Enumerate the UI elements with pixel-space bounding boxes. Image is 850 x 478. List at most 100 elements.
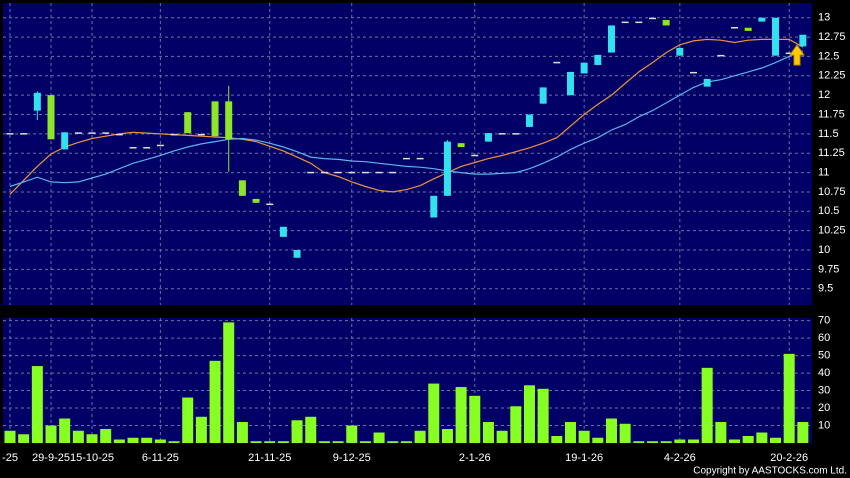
volume-panel xyxy=(3,318,812,443)
candle-body xyxy=(143,147,151,149)
candle-body xyxy=(115,133,123,136)
volume-bar xyxy=(797,422,809,443)
candle-body xyxy=(703,78,711,87)
volume-bar xyxy=(729,439,741,443)
candle-body xyxy=(539,87,547,104)
volume-bar xyxy=(619,423,631,443)
volume-bar xyxy=(564,422,576,443)
y-tick-label: 20 xyxy=(818,402,830,414)
y-tick-label: 10.75 xyxy=(818,186,846,198)
volume-bar xyxy=(469,395,481,443)
candle-body xyxy=(184,112,192,134)
candle-body xyxy=(74,132,82,134)
candle-body xyxy=(607,25,615,53)
candle-body xyxy=(279,226,287,237)
x-tick-label: 19-1-26 xyxy=(565,452,603,464)
volume-bar xyxy=(414,430,426,443)
candle-body xyxy=(389,171,397,174)
candle-body xyxy=(293,250,301,258)
candle-body xyxy=(170,133,178,136)
x-tick-label: 29-9-25 xyxy=(32,452,70,464)
y-tick-label: 11.75 xyxy=(818,108,845,120)
candle-body xyxy=(156,144,164,147)
y-tick-label: 12.5 xyxy=(818,50,839,62)
candle-body xyxy=(361,171,369,174)
volume-bar xyxy=(688,439,699,443)
volume-bar xyxy=(660,441,672,443)
candle-body xyxy=(348,171,356,174)
volume-bar xyxy=(4,430,16,443)
price-panel xyxy=(3,3,812,305)
candle-body xyxy=(252,198,260,203)
volume-bar xyxy=(770,437,782,443)
volume-bar xyxy=(250,441,262,443)
x-tick-label: 6-11-25 xyxy=(142,452,179,464)
volume-bar xyxy=(291,420,303,443)
candle-body xyxy=(334,171,342,174)
volume-bar xyxy=(674,439,686,443)
candle-body xyxy=(266,203,274,206)
y-tick-label: 70 xyxy=(818,315,830,327)
volume-bar xyxy=(537,388,549,443)
moving-average xyxy=(9,38,804,195)
candle-body xyxy=(211,101,219,137)
candle-body xyxy=(33,92,41,111)
candle-body xyxy=(238,180,246,196)
volume-bar xyxy=(113,439,125,443)
x-tick-label: 4-2-26 xyxy=(664,452,696,464)
volume-bar xyxy=(18,434,30,443)
y-tick-label: 10 xyxy=(818,244,830,256)
y-tick-label: 50 xyxy=(818,349,830,361)
volume-bar xyxy=(387,441,399,443)
volume-bar xyxy=(154,439,166,443)
candle-body xyxy=(197,133,205,136)
volume-bar xyxy=(441,429,453,443)
volume-bar xyxy=(551,436,563,443)
candle-body xyxy=(129,147,137,149)
candle-body xyxy=(648,17,656,20)
volume-bar xyxy=(264,441,276,443)
volume-bar xyxy=(86,434,98,443)
candle-body xyxy=(553,61,561,64)
volume-bar xyxy=(510,406,522,443)
x-tick-label: 15-10-25 xyxy=(70,452,114,464)
volume-bar xyxy=(605,418,617,443)
volume-bar xyxy=(592,437,604,443)
volume-bar xyxy=(182,397,194,443)
y-tick-label: 13 xyxy=(818,12,830,24)
volume-bar xyxy=(715,422,727,443)
volume-bar xyxy=(141,437,153,443)
volume-bar xyxy=(236,422,248,443)
y-tick-label: 11 xyxy=(818,166,829,178)
volume-bar xyxy=(496,430,508,443)
volume-bar xyxy=(756,432,768,443)
volume-bar xyxy=(523,385,535,443)
volume-bar xyxy=(578,430,590,443)
candle-body xyxy=(758,17,766,22)
volume-bar xyxy=(209,360,221,443)
volume-bar xyxy=(318,441,330,443)
volume-bar xyxy=(783,353,795,443)
candle-body xyxy=(662,20,670,26)
candle-body xyxy=(744,27,752,31)
candle-body xyxy=(580,62,588,74)
y-tick-label: 60 xyxy=(818,332,830,344)
candle-body xyxy=(635,21,643,24)
y-tick-label: 9.5 xyxy=(818,283,833,295)
y-tick-label: 30 xyxy=(818,384,830,396)
copyright: Copyright by AASTOCKS.com Ltd. xyxy=(693,466,847,477)
moving-average xyxy=(9,50,804,188)
candle-body xyxy=(566,71,574,96)
candle-body xyxy=(512,133,520,135)
y-tick-label: 11.5 xyxy=(818,128,839,140)
candle-body xyxy=(690,71,697,74)
candle-body xyxy=(443,141,451,196)
volume-bar xyxy=(45,425,57,443)
volume-bar xyxy=(31,366,43,443)
y-tick-label: 12 xyxy=(818,89,830,101)
y-tick-label: 12.25 xyxy=(818,70,846,82)
candle-body xyxy=(47,95,55,140)
candle-body xyxy=(225,101,233,140)
volume-bar xyxy=(332,441,344,443)
